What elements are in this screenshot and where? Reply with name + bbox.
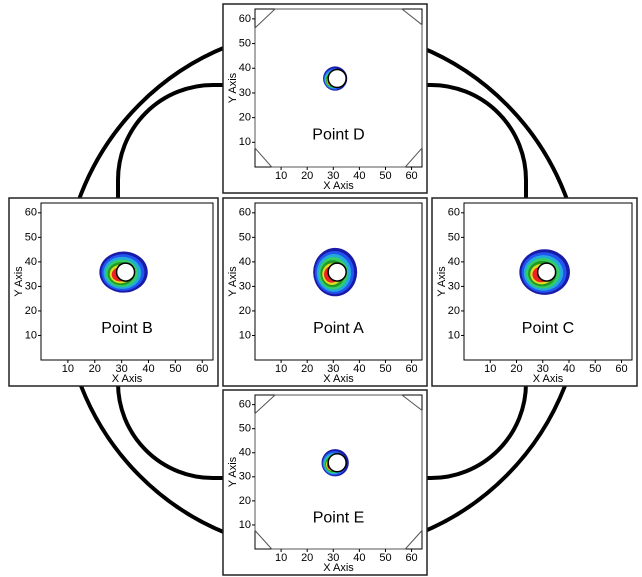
y-tick-label: 40: [25, 256, 37, 268]
y-tick-label: 60: [239, 399, 251, 411]
y-axis-label: Y Axis: [227, 72, 239, 103]
y-tick-label: 60: [25, 207, 37, 219]
y-tick-label: 30: [239, 87, 251, 99]
y-tick-label: 30: [239, 280, 251, 292]
y-axis-label: Y Axis: [436, 266, 448, 297]
y-tick-label: 10: [239, 136, 251, 148]
x-tick-label: 30: [327, 552, 339, 564]
x-tick-label: 20: [89, 363, 101, 375]
y-tick-label: 40: [239, 62, 251, 74]
y-axis-label: Y Axis: [227, 266, 239, 297]
x-tick-label: 50: [169, 363, 181, 375]
y-tick-label: 50: [239, 423, 251, 435]
y-tick-label: 60: [239, 207, 251, 219]
x-tick-label: 10: [484, 363, 496, 375]
x-tick-label: 20: [301, 363, 313, 375]
x-tick-label: 60: [405, 552, 417, 564]
y-tick-label: 20: [448, 305, 460, 317]
x-tick-label: 30: [537, 363, 549, 375]
y-axis-label: Y Axis: [227, 456, 239, 487]
x-tick-label: 30: [327, 363, 339, 375]
y-tick-label: 10: [239, 519, 251, 531]
x-axis-label: X Axis: [533, 373, 564, 385]
x-tick-label: 40: [353, 552, 365, 564]
y-tick-label: 50: [239, 231, 251, 243]
y-tick-label: 40: [239, 256, 251, 268]
panel-label: Point B: [101, 320, 153, 337]
x-tick-label: 20: [301, 170, 313, 182]
x-tick-label: 30: [327, 170, 339, 182]
x-axis-label: X Axis: [323, 180, 354, 192]
contour-hole: [536, 262, 557, 282]
y-tick-label: 40: [239, 447, 251, 459]
x-tick-label: 40: [353, 170, 365, 182]
y-tick-label: 20: [239, 495, 251, 507]
x-tick-label: 20: [510, 363, 522, 375]
y-tick-label: 20: [25, 305, 37, 317]
panel-label: Point E: [313, 509, 365, 526]
y-tick-label: 50: [448, 231, 460, 243]
contour-hole: [327, 68, 347, 89]
x-tick-label: 50: [379, 363, 391, 375]
y-tick-label: 10: [448, 329, 460, 341]
contour-hole: [327, 262, 347, 282]
x-tick-label: 10: [62, 363, 74, 375]
x-tick-label: 40: [563, 363, 575, 375]
y-tick-label: 30: [448, 280, 460, 292]
x-tick-label: 10: [275, 363, 287, 375]
y-tick-label: 40: [448, 256, 460, 268]
y-axis-label: Y Axis: [13, 266, 25, 297]
x-tick-label: 60: [615, 363, 627, 375]
y-tick-label: 30: [239, 471, 251, 483]
x-tick-label: 60: [196, 363, 208, 375]
y-tick-label: 50: [239, 37, 251, 49]
panel-label: Point C: [522, 320, 574, 337]
y-tick-label: 30: [25, 280, 37, 292]
x-tick-label: 40: [142, 363, 154, 375]
contour-hole: [115, 262, 136, 282]
x-tick-label: 10: [275, 552, 287, 564]
x-tick-label: 10: [275, 170, 287, 182]
y-tick-label: 60: [448, 207, 460, 219]
x-tick-label: 60: [405, 363, 417, 375]
y-tick-label: 20: [239, 112, 251, 124]
x-tick-label: 60: [405, 170, 417, 182]
x-tick-label: 50: [379, 170, 391, 182]
y-tick-label: 60: [239, 13, 251, 25]
panel-label: Point A: [313, 320, 364, 337]
contour-hole: [327, 453, 347, 473]
x-tick-label: 20: [301, 552, 313, 564]
x-tick-label: 50: [589, 363, 601, 375]
x-tick-label: 40: [353, 363, 365, 375]
x-axis-label: X Axis: [323, 373, 354, 385]
x-tick-label: 30: [116, 363, 128, 375]
x-tick-label: 50: [379, 552, 391, 564]
x-axis-label: X Axis: [112, 373, 143, 385]
y-tick-label: 20: [239, 305, 251, 317]
y-tick-label: 10: [25, 329, 37, 341]
panel-label: Point D: [312, 127, 364, 144]
x-axis-label: X Axis: [323, 562, 354, 574]
y-tick-label: 10: [239, 329, 251, 341]
y-tick-label: 50: [25, 231, 37, 243]
